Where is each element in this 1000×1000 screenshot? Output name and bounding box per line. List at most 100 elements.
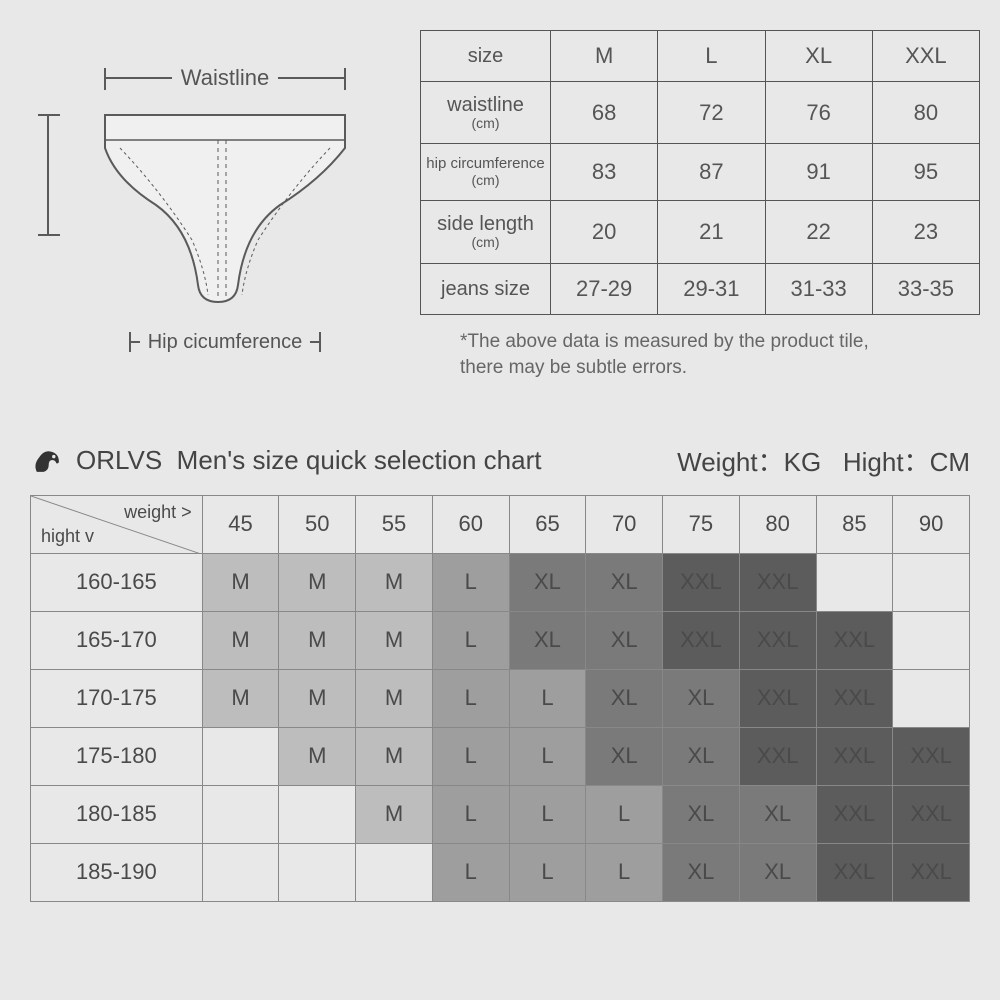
size-header: size [421,31,551,82]
size-cell: M [356,785,433,843]
size-cell: L [432,611,509,669]
size-cell: M [356,553,433,611]
top-section: Waistline Hip cicumference [0,0,1000,382]
size-cell: L [432,669,509,727]
waistline-label: Waistline [181,65,269,90]
size-cell: M [356,611,433,669]
cell: 33-35 [872,263,979,314]
weight-col: 60 [432,495,509,553]
size-cell [356,843,433,901]
size-cell: M [356,727,433,785]
cell: 29-31 [658,263,765,314]
size-cell: XL [663,785,740,843]
size-cell: XXL [816,785,893,843]
size-cell [893,669,970,727]
size-cell: XL [586,553,663,611]
cell: 72 [658,82,765,144]
corner-height: hight v [41,526,94,547]
height-row-label: 175-180 [31,727,203,785]
size-cell: M [202,669,279,727]
selection-row: 160-165MMMLXLXLXXLXXL [31,553,970,611]
weight-col: 65 [509,495,586,553]
size-cell: L [432,553,509,611]
selection-row: 175-180MMLLXLXLXXLXXLXXL [31,727,970,785]
row-side: side length(cm) [421,201,551,263]
size-cell: XXL [816,727,893,785]
weight-col: 80 [739,495,816,553]
selection-chart-header: ORLVS Men's size quick selection chart W… [0,442,1000,479]
size-cell: L [586,785,663,843]
row-waistline: waistline(cm) [421,82,551,144]
cell: 20 [551,201,658,263]
height-row-label: 170-175 [31,669,203,727]
footnote: *The above data is measured by the produ… [460,329,980,382]
cell: 21 [658,201,765,263]
cell: 23 [872,201,979,263]
selection-row: 185-190LLLXLXLXXLXXL [31,843,970,901]
cell: 76 [765,82,872,144]
weight-col: 75 [663,495,740,553]
size-cell: M [356,669,433,727]
row-jeans: jeans size [421,263,551,314]
table-row: jeans size 27-29 29-31 31-33 33-35 [421,263,980,314]
size-cell: L [432,785,509,843]
weight-col: 45 [202,495,279,553]
size-cell: L [509,785,586,843]
size-cell [279,785,356,843]
size-cell: XXL [663,553,740,611]
table-row: hip circumference(cm) 83 87 91 95 [421,144,980,201]
chart-title-text: Men's size quick selection chart [177,445,542,475]
size-cell [893,611,970,669]
corner-cell: weight > hight v [31,495,203,553]
size-cell: XXL [739,727,816,785]
size-cell: M [279,727,356,785]
size-cell: L [509,727,586,785]
weight-col: 55 [356,495,433,553]
cell: 83 [551,144,658,201]
size-cell [202,785,279,843]
corner-weight: weight > [124,502,192,523]
height-row-label: 180-185 [31,785,203,843]
size-cell: M [202,611,279,669]
size-cell: XL [586,669,663,727]
col-m: M [551,31,658,82]
brand-name: ORLVS [76,445,162,475]
weight-col: 70 [586,495,663,553]
size-cell: XXL [816,611,893,669]
size-cell: XXL [893,843,970,901]
size-cell: M [279,669,356,727]
size-cell: L [586,843,663,901]
size-cell: XL [586,727,663,785]
table-row: side length(cm) 20 21 22 23 [421,201,980,263]
selection-chart-body: 160-165MMMLXLXLXXLXXL165-170MMMLXLXLXXLX… [31,553,970,901]
size-cell [279,843,356,901]
size-cell: XL [663,843,740,901]
size-cell [202,843,279,901]
size-cell: XL [663,727,740,785]
height-row-label: 185-190 [31,843,203,901]
size-cell: XL [509,611,586,669]
footnote-line2: there may be subtle errors. [460,357,687,378]
weight-col: 85 [816,495,893,553]
size-cell [893,553,970,611]
size-cell: M [279,553,356,611]
weight-col: 90 [893,495,970,553]
cell: 80 [872,82,979,144]
cell: 87 [658,144,765,201]
size-cell: XXL [739,553,816,611]
size-cell: XXL [663,611,740,669]
size-cell: XXL [893,785,970,843]
selection-row: 180-185MLLLXLXLXXLXXL [31,785,970,843]
size-cell: XL [509,553,586,611]
size-cell: XL [663,669,740,727]
selection-row: 170-175MMMLLXLXLXXLXXL [31,669,970,727]
cell: 31-33 [765,263,872,314]
cell: 27-29 [551,263,658,314]
brand-logo-icon [30,443,64,477]
size-cell: XL [586,611,663,669]
size-cell: L [432,843,509,901]
size-cell: XXL [739,611,816,669]
size-cell [816,553,893,611]
garment-diagram: Waistline Hip cicumference [20,30,390,382]
size-cell: XXL [739,669,816,727]
